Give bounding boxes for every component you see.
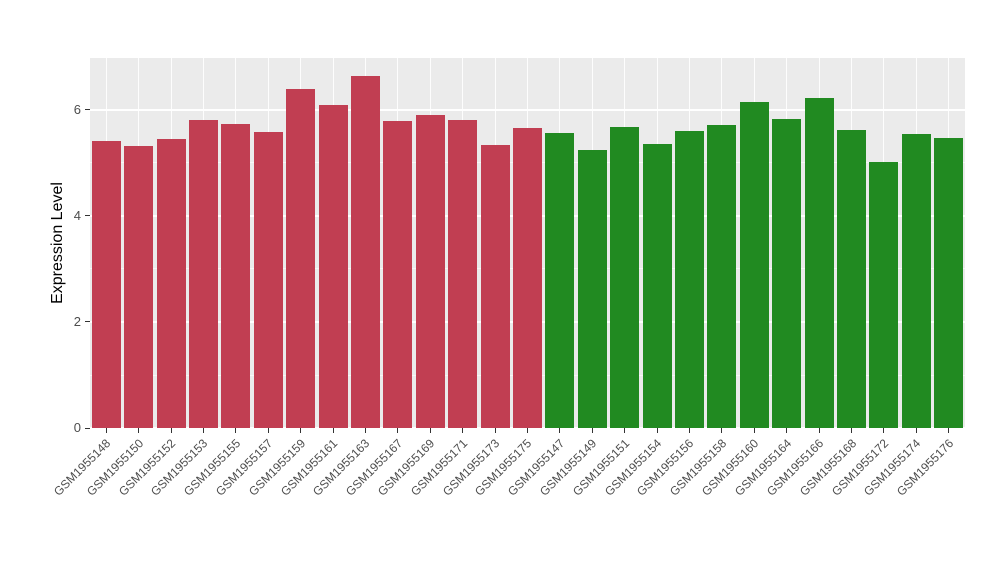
- bar-GSM1955156: [675, 130, 705, 428]
- bar-GSM1955168: [837, 130, 867, 428]
- bar-GSM1955148: [91, 140, 121, 428]
- x-tick-mark: [689, 428, 691, 433]
- x-tick-mark: [397, 428, 399, 433]
- bar-GSM1955159: [286, 88, 316, 428]
- x-tick-mark: [235, 428, 237, 433]
- bar-GSM1955173: [480, 145, 510, 428]
- bar-GSM1955166: [804, 98, 834, 428]
- bar-GSM1955147: [545, 133, 575, 428]
- bar-GSM1955155: [221, 124, 251, 428]
- bar-GSM1955172: [869, 161, 899, 428]
- y-tick-label: 6: [73, 101, 81, 117]
- bar-GSM1955164: [772, 118, 802, 428]
- bar-GSM1955167: [383, 121, 413, 428]
- x-tick-mark: [462, 428, 464, 433]
- x-tick-mark: [300, 428, 302, 433]
- bar-GSM1955161: [318, 104, 348, 428]
- bar-GSM1955157: [253, 132, 283, 428]
- plot-panel: [90, 58, 965, 429]
- x-tick-mark: [591, 428, 593, 433]
- bar-GSM1955176: [934, 137, 964, 428]
- bar-GSM1955175: [513, 127, 542, 428]
- bar-GSM1955151: [610, 126, 640, 428]
- x-tick-mark: [915, 428, 917, 433]
- bar-GSM1955149: [577, 150, 607, 428]
- bar-GSM1955169: [415, 115, 445, 428]
- x-tick-mark: [883, 428, 885, 433]
- x-tick-mark: [624, 428, 626, 433]
- bar-GSM1955150: [124, 146, 154, 428]
- x-tick-mark: [656, 428, 658, 433]
- y-tick-mark: [85, 215, 90, 217]
- y-tick-mark: [85, 427, 90, 429]
- x-tick-mark: [786, 428, 788, 433]
- x-tick-mark: [170, 428, 172, 433]
- x-tick-mark: [753, 428, 755, 433]
- x-tick-mark: [267, 428, 269, 433]
- y-tick-label: 4: [73, 207, 81, 223]
- bar-GSM1955154: [642, 144, 672, 428]
- bar-GSM1955152: [156, 139, 186, 428]
- y-tick-mark: [85, 321, 90, 323]
- bar-GSM1955163: [350, 75, 380, 428]
- x-tick-mark: [818, 428, 820, 433]
- x-tick-mark: [202, 428, 204, 433]
- bar-GSM1955171: [448, 120, 478, 428]
- x-tick-mark: [105, 428, 107, 433]
- y-tick-label: 0: [73, 420, 81, 435]
- x-tick-mark: [721, 428, 723, 433]
- x-tick-mark: [332, 428, 334, 433]
- bar-GSM1955153: [188, 119, 218, 428]
- y-tick-mark: [85, 109, 90, 111]
- x-tick-mark: [559, 428, 561, 433]
- bar-GSM1955158: [707, 124, 737, 428]
- x-tick-mark: [364, 428, 366, 433]
- x-tick-mark: [527, 428, 528, 433]
- x-tick-mark: [429, 428, 431, 433]
- x-tick-mark: [494, 428, 496, 433]
- y-tick-label: 2: [73, 313, 81, 329]
- x-tick-mark: [851, 428, 853, 433]
- bar-GSM1955160: [739, 102, 769, 428]
- y-axis-title: Expression Level: [49, 182, 66, 304]
- x-tick-mark: [138, 428, 140, 433]
- bar-GSM1955174: [901, 133, 931, 428]
- x-tick-mark: [948, 428, 950, 433]
